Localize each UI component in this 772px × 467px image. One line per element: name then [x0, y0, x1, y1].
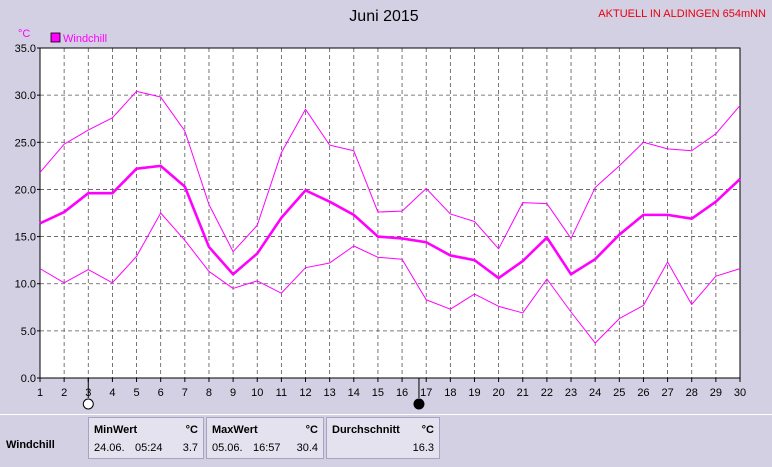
full-moon-icon — [82, 398, 94, 410]
x-tick-label: 25 — [613, 387, 625, 399]
min-unit: °C — [185, 424, 198, 436]
x-tick-label: 21 — [517, 387, 529, 399]
x-tick-label: 7 — [182, 387, 188, 399]
y-tick-label: 35.0 — [15, 43, 36, 55]
x-tick-label: 26 — [637, 387, 649, 399]
x-tick-label: 30 — [734, 387, 746, 399]
y-axis-unit: °C — [18, 28, 30, 40]
min-time: 05:24 — [135, 442, 163, 454]
max-time: 16:57 — [253, 442, 281, 454]
stats-min-column: MinWert °C 24.06. 05:24 3.7 — [88, 417, 204, 459]
stats-table: Windchill MinWert °C 24.06. 05:24 3.7 Ma… — [0, 414, 772, 459]
y-tick-label: 15.0 — [15, 232, 36, 244]
series-line-min — [39, 212, 741, 344]
y-tick-label: 30.0 — [15, 90, 36, 102]
y-tick-label: 5.0 — [21, 326, 36, 338]
chart-title: Juni 2015 — [349, 8, 418, 25]
y-tick-label: 25.0 — [15, 137, 36, 149]
max-unit: °C — [305, 424, 318, 436]
x-tick-label: 29 — [710, 387, 722, 399]
min-date: 24.06. — [94, 442, 125, 454]
x-tick-label: 15 — [372, 387, 384, 399]
series-line-mean — [39, 164, 741, 280]
new-moon-icon — [413, 398, 425, 410]
x-tick-label: 4 — [109, 387, 115, 399]
x-tick-label: 24 — [589, 387, 601, 399]
plot-area — [40, 48, 740, 378]
x-tick-label: 1 — [37, 387, 43, 399]
avg-header: Durchschnitt — [332, 424, 400, 436]
x-tick-label: 28 — [686, 387, 698, 399]
chart: Juni 2015 AKTUELL IN ALDINGEN 654mNN °C … — [15, 8, 766, 410]
x-tick-label: 27 — [661, 387, 673, 399]
x-tick-label: 16 — [396, 387, 408, 399]
station-label: AKTUELL IN ALDINGEN 654mNN — [598, 8, 766, 20]
avg-unit: °C — [421, 424, 434, 436]
x-tick-label: 10 — [251, 387, 263, 399]
x-tick-label: 23 — [565, 387, 577, 399]
x-tick-label: 18 — [444, 387, 456, 399]
x-tick-label: 20 — [492, 387, 504, 399]
x-tick-label: 11 — [276, 387, 287, 399]
x-tick-label: 2 — [61, 387, 67, 399]
series-line-max — [39, 90, 741, 253]
x-tick-label: 5 — [133, 387, 139, 399]
x-tick-label: 8 — [206, 387, 212, 399]
avg-value: 16.3 — [412, 442, 434, 454]
x-tick-label: 6 — [158, 387, 164, 399]
stats-avg-column: Durchschnitt °C 16.3 — [326, 417, 440, 459]
legend-swatch — [50, 32, 61, 43]
min-header: MinWert — [94, 424, 138, 436]
y-tick-label: 10.0 — [15, 279, 36, 291]
max-header: MaxWert — [212, 424, 258, 436]
max-date: 05.06. — [212, 442, 243, 454]
x-tick-label: 19 — [468, 387, 480, 399]
y-tick-label: 20.0 — [15, 184, 36, 196]
x-tick-label: 13 — [324, 387, 336, 399]
x-tick-label: 14 — [348, 387, 360, 399]
x-tick-label: 17 — [420, 387, 432, 399]
stats-row-label: Windchill — [6, 439, 55, 451]
y-tick-label: 0.0 — [21, 373, 36, 385]
min-value: 3.7 — [182, 442, 198, 454]
x-tick-label: 12 — [299, 387, 311, 399]
x-tick-label: 22 — [541, 387, 553, 399]
legend-label: Windchill — [63, 33, 107, 45]
x-tick-label: 9 — [230, 387, 236, 399]
max-value: 30.4 — [296, 442, 318, 454]
stats-max-column: MaxWert °C 05.06. 16:57 30.4 — [206, 417, 324, 459]
plot-frame — [39, 47, 741, 379]
stats-row-label-2 — [6, 455, 9, 467]
